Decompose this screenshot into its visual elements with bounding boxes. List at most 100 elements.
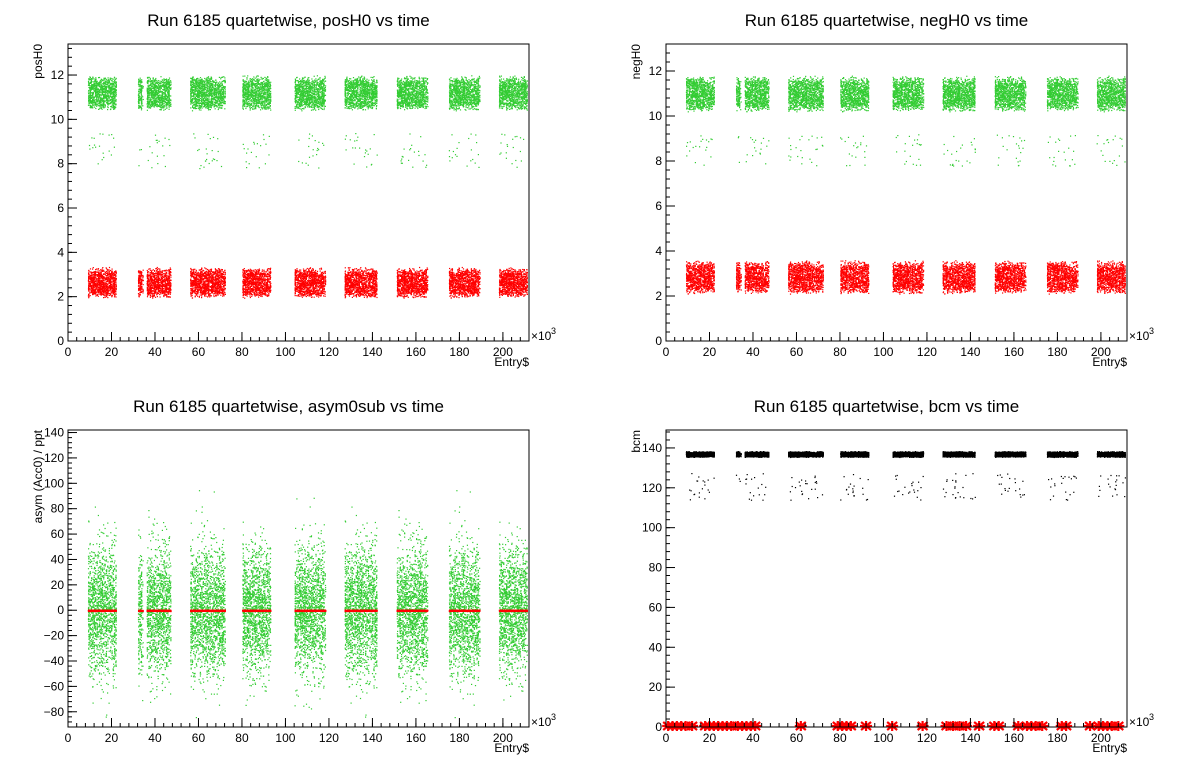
point (160, 102, 161, 103)
point (99, 92, 100, 93)
point (157, 97, 158, 98)
point (147, 78, 148, 79)
point (108, 107, 109, 108)
point (302, 108, 303, 109)
point (268, 94, 269, 95)
point (93, 89, 94, 90)
point (267, 108, 268, 109)
point (206, 106, 207, 107)
point (141, 94, 142, 95)
point (244, 81, 245, 82)
point (319, 106, 320, 107)
point (205, 96, 206, 97)
point (222, 97, 223, 98)
point (140, 89, 141, 90)
point (113, 109, 114, 110)
point (265, 79, 266, 80)
point (225, 86, 226, 87)
point (211, 96, 212, 97)
point (325, 87, 326, 88)
point (313, 91, 314, 92)
point (168, 83, 169, 84)
point (200, 103, 201, 104)
point (209, 84, 210, 85)
point (162, 91, 163, 92)
point (255, 106, 256, 107)
point (244, 88, 245, 89)
point (212, 86, 213, 87)
point (151, 167, 152, 168)
point (98, 89, 99, 90)
point (209, 82, 210, 83)
point (322, 92, 323, 93)
point (321, 104, 322, 105)
point (94, 87, 95, 88)
point (219, 77, 220, 78)
point (264, 100, 265, 101)
point (221, 105, 222, 106)
point (162, 82, 163, 83)
point (243, 88, 244, 89)
point (324, 106, 325, 107)
point (310, 82, 311, 83)
point (110, 89, 111, 90)
point (254, 79, 255, 80)
point (201, 92, 202, 93)
point (212, 96, 213, 97)
point (203, 98, 204, 99)
point (88, 79, 89, 80)
point (106, 80, 107, 81)
point (99, 81, 100, 82)
point (140, 81, 141, 82)
point (95, 77, 96, 78)
point (257, 90, 258, 91)
point (156, 140, 157, 141)
point (307, 106, 308, 107)
point (196, 78, 197, 79)
point (162, 85, 163, 86)
point (299, 78, 300, 79)
point (107, 96, 108, 97)
point (302, 89, 303, 90)
point (100, 133, 101, 134)
point (295, 81, 296, 82)
point (164, 86, 165, 87)
point (139, 96, 140, 97)
point (305, 98, 306, 99)
point (200, 98, 201, 99)
point (199, 88, 200, 89)
point (267, 85, 268, 86)
point (158, 80, 159, 81)
point (91, 107, 92, 108)
point (309, 134, 310, 135)
point (94, 100, 95, 101)
point (268, 88, 269, 89)
point (141, 105, 142, 106)
point (297, 91, 298, 92)
point (215, 100, 216, 101)
point (252, 78, 253, 79)
point (304, 89, 305, 90)
point (191, 97, 192, 98)
point (307, 84, 308, 85)
point (258, 76, 259, 77)
point (116, 92, 117, 93)
point (148, 104, 149, 105)
point (157, 106, 158, 107)
point (248, 92, 249, 93)
point (252, 108, 253, 109)
point (313, 109, 314, 110)
point (270, 97, 271, 98)
point (92, 88, 93, 89)
point (107, 84, 108, 85)
point (147, 88, 148, 89)
point (170, 104, 171, 105)
point (210, 78, 211, 79)
point (221, 77, 222, 78)
point (168, 93, 169, 94)
point (192, 96, 193, 97)
point (248, 88, 249, 89)
point (247, 148, 248, 149)
point (219, 81, 220, 82)
point (253, 106, 254, 107)
